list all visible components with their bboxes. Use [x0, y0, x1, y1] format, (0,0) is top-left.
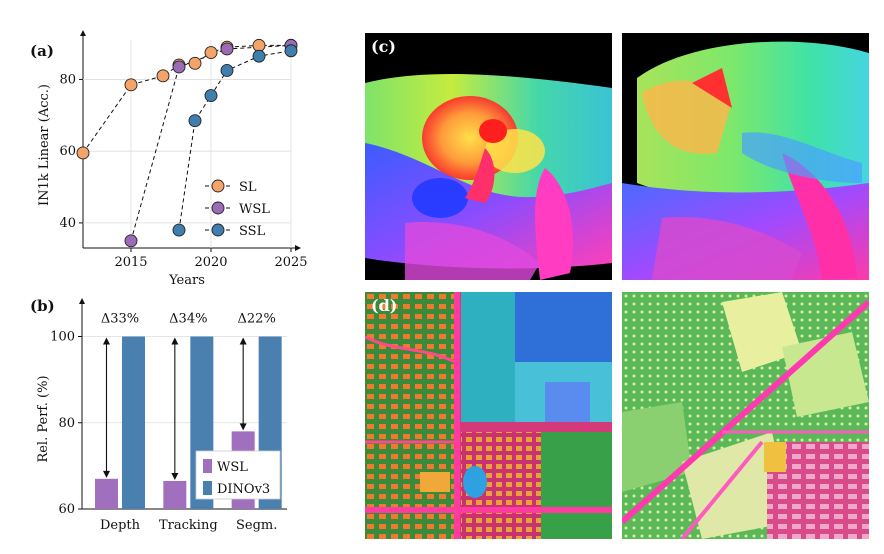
panel-a-point-ssl — [172, 223, 186, 237]
panel-c-image-right — [622, 33, 869, 280]
panel-d-label: (d) — [371, 296, 398, 315]
panel-a-chart: (a) 2015 2020 2025 40 60 80 Years IN1k Linear… — [30, 30, 308, 288]
panel-b-delta-arrowhead-top — [171, 337, 179, 345]
panel-b-delta-arrowhead-bottom — [103, 470, 110, 478]
panel-a-point-ssl — [204, 89, 218, 103]
panel-b-chart: (b) 60 80 100 Δ33% Depth Δ34% Tracking Δ22% Seg… — [30, 297, 287, 534]
panel-b-y-arrow — [79, 298, 85, 304]
panel-a-x-arrow — [295, 245, 301, 251]
panel-b-delta-label: Δ33% — [101, 312, 139, 327]
panel-a-legend-label: SSL — [239, 224, 266, 239]
panel-b-delta-arrowhead-bottom — [171, 472, 179, 480]
panel-a-point-sl — [76, 146, 90, 160]
panel-b-ylabel: Rel. Perf. (%) — [36, 375, 51, 462]
panel-b-delta-arrowhead-top — [103, 337, 110, 345]
cat-feature-map-right — [622, 41, 869, 280]
panel-a-line-sl — [82, 44, 291, 154]
panel-a-point-sl — [252, 38, 266, 52]
panel-b-category-label: Segm. — [236, 518, 277, 533]
panel-a-line-wsl — [130, 44, 292, 241]
panel-a-point-sl — [124, 78, 138, 92]
panel-b-ytick-label: 60 — [58, 502, 75, 517]
panel-a-point-wsl — [220, 42, 234, 56]
panel-b-legend-label: DINOv3 — [217, 482, 270, 497]
panel-a-y-arrow — [80, 30, 86, 36]
panel-a-point-sl — [156, 69, 170, 83]
panel-a-xlabel: Years — [168, 273, 205, 288]
panel-a-point-wsl — [124, 234, 138, 248]
panel-c-label: (c) — [371, 37, 396, 56]
panel-a-label: (a) — [30, 42, 54, 60]
panel-b-legend-swatch — [203, 481, 212, 495]
panel-a-legend-label: WSL — [239, 202, 270, 217]
panel-a-legend-marker — [211, 201, 225, 215]
panel-c-image-left: (c) — [365, 33, 612, 280]
panel-a-ytick-label: 40 — [59, 216, 76, 231]
panel-a-xtick-label: 2025 — [274, 255, 307, 270]
panel-a-points — [76, 38, 298, 248]
panel-a-legend-marker — [211, 179, 225, 193]
panel-a-point-ssl — [252, 49, 266, 63]
panel-d-image-left: (d) — [365, 292, 612, 539]
satellite-feature-map-left — [365, 292, 612, 539]
panel-a-point-wsl — [172, 60, 186, 74]
panel-b-category-label: Tracking — [159, 518, 218, 533]
panel-a-ylabel: IN1k Linear (Acc.) — [37, 84, 52, 206]
panel-a-ytick-label: 80 — [59, 72, 76, 87]
panel-a-legend: SL WSL SSL — [205, 179, 270, 239]
panel-a-axes: 2015 2020 2025 40 60 80 — [59, 30, 308, 270]
panel-a-point-ssl — [284, 44, 298, 58]
panel-b-legend-label: WSL — [217, 460, 248, 475]
panel-b-ytick-label: 100 — [50, 330, 75, 345]
panel-a-line-ssl — [178, 50, 292, 231]
panel-b-delta-label: Δ22% — [238, 312, 276, 327]
panel-a-point-sl — [188, 56, 202, 70]
panel-b-delta-arrowhead-bottom — [239, 423, 247, 431]
cat-feature-map-left — [365, 73, 612, 280]
panel-a-xtick-label: 2015 — [114, 255, 147, 270]
panel-b-annotations: Δ33% Depth Δ34% Tracking Δ22% Segm. — [100, 312, 277, 534]
panel-a-xtick-label: 2020 — [194, 255, 227, 270]
panel-b-legend: WSL DINOv3 — [195, 450, 281, 500]
panel-b-bar-wsl — [163, 480, 187, 509]
panel-a-legend-marker — [211, 223, 225, 237]
panel-a-point-sl — [204, 46, 218, 60]
panel-b-legend-swatch — [203, 459, 212, 473]
panel-b-label: (b) — [30, 297, 55, 315]
panel-b-bar-dinov3 — [122, 336, 145, 509]
panel-b-delta-arrowhead-top — [239, 337, 247, 345]
panel-a-point-ssl — [188, 114, 202, 128]
panel-b-bar-wsl — [95, 478, 118, 509]
panel-b-category-label: Depth — [100, 518, 141, 533]
panel-d-image-right — [622, 292, 869, 539]
satellite-feature-map-right — [622, 292, 869, 539]
panel-b-ytick-label: 80 — [58, 416, 75, 431]
panel-a-point-ssl — [220, 64, 234, 77]
panel-b-delta-label: Δ34% — [169, 312, 207, 327]
panel-a-legend-label: SL — [239, 180, 257, 195]
panel-a-ytick-label: 60 — [59, 144, 76, 159]
